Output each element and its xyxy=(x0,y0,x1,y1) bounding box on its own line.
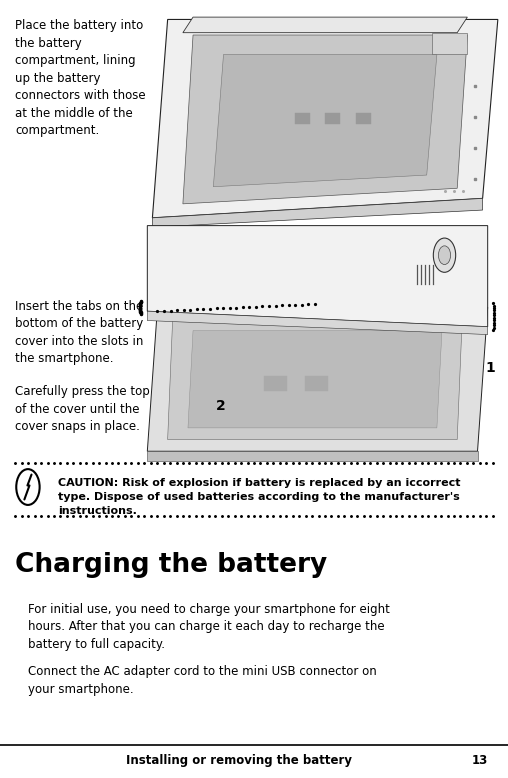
Text: 1: 1 xyxy=(485,361,495,375)
Polygon shape xyxy=(147,311,488,335)
Polygon shape xyxy=(168,317,462,440)
Polygon shape xyxy=(213,54,437,187)
Bar xyxy=(356,113,371,124)
Polygon shape xyxy=(147,451,478,461)
Circle shape xyxy=(433,238,456,272)
Text: For initial use, you need to charge your smartphone for eight
hours. After that : For initial use, you need to charge your… xyxy=(28,603,390,651)
Polygon shape xyxy=(152,198,483,227)
Text: Installing or removing the battery: Installing or removing the battery xyxy=(126,755,352,767)
Polygon shape xyxy=(147,226,488,327)
Bar xyxy=(305,376,328,391)
Text: Place the battery into
the battery
compartment, lining
up the battery
connectors: Place the battery into the battery compa… xyxy=(15,19,146,138)
Polygon shape xyxy=(183,35,467,204)
Circle shape xyxy=(16,469,40,505)
Text: 2: 2 xyxy=(216,399,226,413)
Polygon shape xyxy=(152,19,498,218)
Text: CAUTION: Risk of explosion if battery is replaced by an iccorrect
type. Dispose : CAUTION: Risk of explosion if battery is… xyxy=(58,478,461,517)
Polygon shape xyxy=(432,33,467,54)
Text: Connect the AC adapter cord to the mini USB connector on
your smartphone.: Connect the AC adapter cord to the mini … xyxy=(28,665,377,696)
Bar xyxy=(295,113,310,124)
Polygon shape xyxy=(147,307,488,451)
Text: 13: 13 xyxy=(471,755,488,767)
Bar xyxy=(325,113,340,124)
Polygon shape xyxy=(183,17,467,33)
Bar xyxy=(264,376,287,391)
Polygon shape xyxy=(188,331,442,428)
Text: Carefully press the top
of the cover until the
cover snaps in place.: Carefully press the top of the cover unt… xyxy=(15,385,150,433)
Text: Charging the battery: Charging the battery xyxy=(15,552,328,578)
Text: Insert the tabs on the
bottom of the battery
cover into the slots in
the smartph: Insert the tabs on the bottom of the bat… xyxy=(15,300,144,365)
Circle shape xyxy=(438,246,451,265)
